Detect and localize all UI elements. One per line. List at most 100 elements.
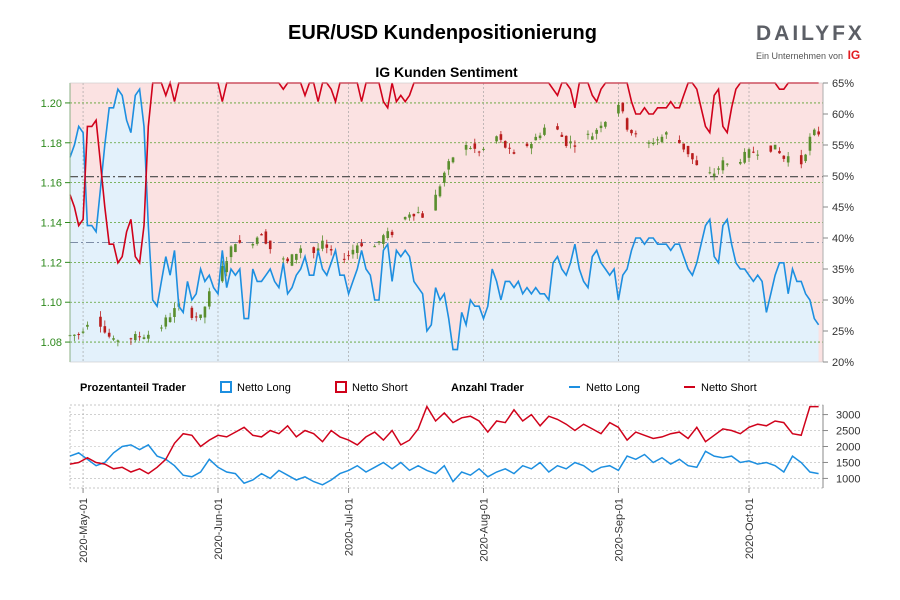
percent-tick-label: 60% <box>832 109 854 121</box>
candle-body <box>799 155 803 165</box>
legend-long-count: Netto Long <box>586 382 640 394</box>
candle-body <box>599 125 603 129</box>
candle-body <box>316 248 320 252</box>
candle-body <box>656 139 659 141</box>
candle-body <box>203 306 207 318</box>
candle-body <box>164 317 168 327</box>
candle-body <box>286 258 289 262</box>
legend-group-count: Anzahl Trader <box>451 382 524 394</box>
candle-body <box>752 151 755 153</box>
logo-tagline: Ein Unternehmen von IG <box>756 48 868 62</box>
candle-body <box>403 216 407 220</box>
candle-body <box>708 172 712 174</box>
candle-body <box>647 142 651 144</box>
candle-body <box>355 245 359 253</box>
legend-group-percent: Prozentanteil Trader <box>80 382 186 394</box>
candle-body <box>421 213 424 218</box>
date-tick-label: 2020-Oct-01 <box>744 498 756 559</box>
candle-body <box>817 131 820 135</box>
candle-body <box>543 127 546 135</box>
percent-tick-label: 65% <box>832 78 854 90</box>
candle-body <box>268 240 272 250</box>
netto-long-count-line <box>69 443 819 486</box>
candle-body <box>207 291 211 307</box>
netto-long-percent-line <box>69 87 820 351</box>
candle-body <box>329 249 333 251</box>
candle-body <box>812 129 816 136</box>
legend-long-percent: Netto Long <box>237 382 291 394</box>
candle-body <box>299 248 302 253</box>
candle-body <box>173 308 176 317</box>
percent-tick-label: 50% <box>832 171 854 183</box>
candle-body <box>81 331 85 333</box>
price-tick-label: 1.16 <box>41 178 62 190</box>
candle-body <box>530 143 533 149</box>
chart-title: EUR/USD Kundenpositionierung <box>288 22 597 44</box>
top-axes: 1.08 1.10 1.12 1.14 1.16 1.18 1.20 20% 25% 30% 35%… <box>41 78 855 369</box>
logo-wordmark: DAILYFX <box>756 22 865 45</box>
candle-body <box>464 144 468 150</box>
candle-body <box>390 231 394 236</box>
candle-body <box>747 149 751 158</box>
candle-body <box>160 327 163 329</box>
percent-tick-label: 30% <box>832 295 854 307</box>
candle-body <box>386 231 390 239</box>
candle-body <box>194 316 198 318</box>
candle-body <box>255 237 259 244</box>
candle-body <box>260 234 263 236</box>
legend-short-count: Netto Short <box>701 382 757 394</box>
candle-body <box>782 155 786 159</box>
candle-body <box>508 147 511 149</box>
candle-body <box>564 135 568 146</box>
price-tick-label: 1.14 <box>41 218 62 230</box>
candle-body <box>773 144 777 150</box>
dailyfx-logo: DAILYFX Ein Unternehmen von IG <box>756 22 868 62</box>
candle-body <box>229 246 233 258</box>
candle-body <box>469 147 472 149</box>
bottom-frame <box>69 404 824 489</box>
candle-body <box>325 244 329 248</box>
candle-body <box>634 133 638 135</box>
candle-body <box>103 326 107 333</box>
percent-tick-label: 45% <box>832 202 854 214</box>
date-tick-label: 2020-May-01 <box>78 498 90 563</box>
candle-body <box>347 255 350 257</box>
candle-body <box>495 136 498 142</box>
bottom-axes: 1000 1500 2000 2500 3000 2020-May-01 2020-Jun-… <box>78 405 860 563</box>
candle-body <box>625 118 629 130</box>
candle-body <box>251 244 255 246</box>
candle-body <box>651 142 655 145</box>
date-tick-label: 2020-Jun-01 <box>213 498 225 560</box>
candle-body <box>295 253 298 260</box>
candle-body <box>512 152 516 154</box>
netto-short-count-line <box>69 404 819 475</box>
candle-body <box>451 157 455 163</box>
legend-short-box <box>335 381 347 393</box>
legend: Prozentanteil Trader Netto Long Netto Shor… <box>80 381 757 394</box>
candle-body <box>738 161 742 164</box>
candle-body <box>382 235 385 244</box>
candle-body <box>238 240 242 243</box>
candle-body <box>264 231 268 244</box>
ig-badge: IG <box>847 48 861 62</box>
count-tick-label: 3000 <box>836 410 860 422</box>
candle-body <box>665 132 668 135</box>
candle-body <box>225 261 228 273</box>
candle-body <box>281 258 285 260</box>
candle-body <box>373 246 376 248</box>
date-tick-label: 2020-Sep-01 <box>613 498 625 562</box>
chart-subtitle: IG Kunden Sentiment <box>375 64 518 80</box>
candle-body <box>477 151 481 153</box>
candle-body <box>525 143 529 147</box>
candle-body <box>438 186 442 197</box>
count-tick-label: 2500 <box>836 426 860 438</box>
candle-body <box>408 214 411 218</box>
candle-body <box>86 324 89 327</box>
candle-body <box>595 129 598 134</box>
candle-body <box>112 338 115 340</box>
count-tick-label: 1000 <box>836 473 860 485</box>
candle-body <box>138 336 141 338</box>
candle-body <box>617 104 620 114</box>
candle-body <box>721 160 725 171</box>
